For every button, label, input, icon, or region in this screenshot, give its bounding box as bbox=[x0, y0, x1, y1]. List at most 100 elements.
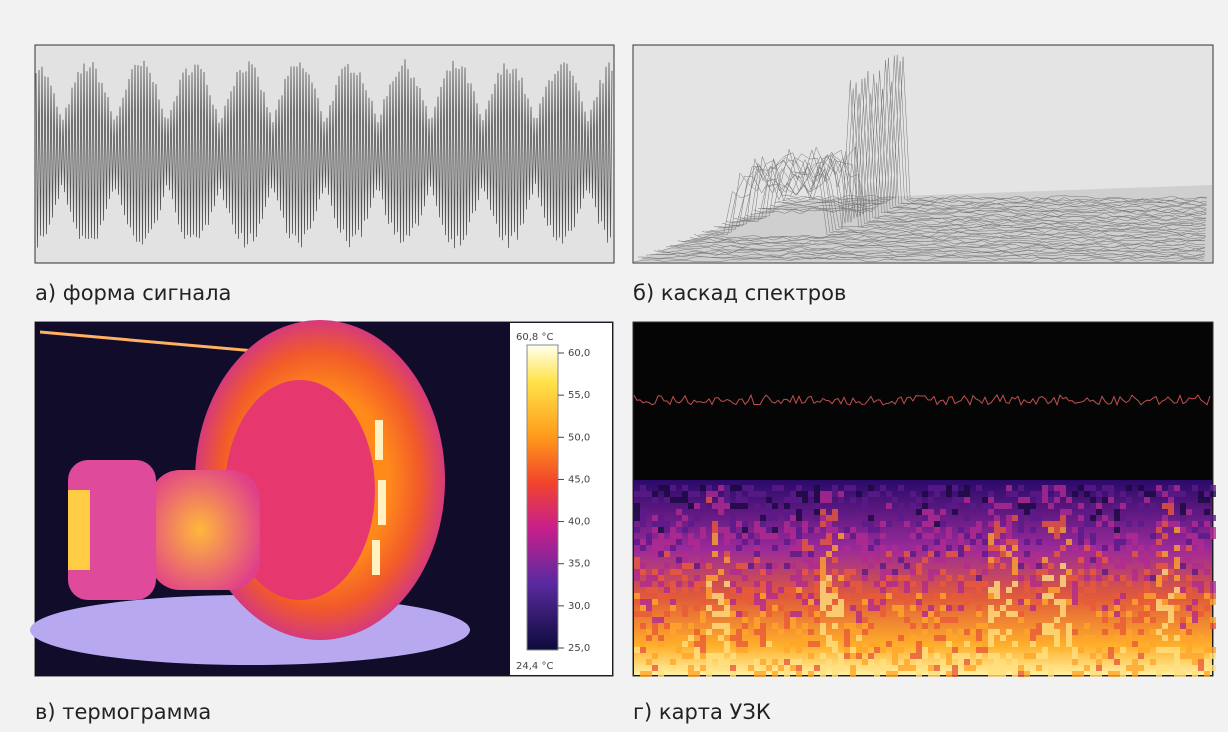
spectrogram-cell bbox=[796, 545, 802, 551]
spectrogram-cell bbox=[1030, 563, 1036, 569]
spectrogram-cell bbox=[634, 503, 640, 509]
spectrogram-cell bbox=[736, 545, 742, 551]
spectrogram-cell bbox=[718, 485, 724, 491]
spectrogram-cell bbox=[1090, 497, 1096, 503]
spectrogram-cell bbox=[784, 503, 790, 509]
spectrogram-cell bbox=[916, 659, 922, 665]
spectrogram-cell bbox=[844, 629, 850, 635]
spectrogram-cell bbox=[1054, 587, 1060, 593]
spectrogram-cell bbox=[1102, 521, 1108, 527]
spectrogram-cell bbox=[1114, 611, 1120, 617]
spectrogram-cell bbox=[634, 557, 640, 563]
spectrogram-cell bbox=[922, 665, 928, 671]
spectrogram-cell bbox=[748, 485, 754, 491]
spectrogram-cell bbox=[880, 659, 886, 665]
spectrogram-cell bbox=[790, 527, 796, 533]
spectrogram-cell bbox=[994, 587, 1000, 593]
spectrogram-cell bbox=[850, 623, 856, 629]
spectrogram-cell bbox=[898, 509, 904, 515]
spectrogram-cell bbox=[826, 551, 832, 557]
spectrogram-cell bbox=[1048, 593, 1054, 599]
spectrogram-cell bbox=[832, 509, 838, 515]
spectrogram-cell bbox=[754, 557, 760, 563]
spectrogram-cell bbox=[880, 545, 886, 551]
spectrogram-cell bbox=[964, 533, 970, 539]
spectrogram-cell bbox=[1150, 641, 1156, 647]
spectrogram-cell bbox=[982, 635, 988, 641]
spectrogram-cell bbox=[1210, 515, 1216, 521]
spectrogram-cell bbox=[1006, 503, 1012, 509]
spectrogram-cell bbox=[1120, 563, 1126, 569]
spectrogram-cell bbox=[856, 629, 862, 635]
spectrogram-cell bbox=[796, 491, 802, 497]
spectrogram-cell bbox=[910, 635, 916, 641]
spectrogram-cell bbox=[1174, 665, 1180, 671]
spectrogram-cell bbox=[832, 641, 838, 647]
spectrogram-cell bbox=[916, 569, 922, 575]
spectrogram-cell bbox=[1072, 587, 1078, 593]
spectrogram-cell bbox=[820, 515, 826, 521]
spectrogram-cell bbox=[682, 575, 688, 581]
spectrogram-cell bbox=[1078, 515, 1084, 521]
spectrogram-cell bbox=[940, 521, 946, 527]
spectrogram-cell bbox=[988, 593, 994, 599]
spectrogram-cell bbox=[982, 503, 988, 509]
spectrogram-cell bbox=[1000, 545, 1006, 551]
spectrogram-cell bbox=[970, 581, 976, 587]
spectrogram-cell bbox=[664, 593, 670, 599]
spectrogram-cell bbox=[1114, 593, 1120, 599]
spectrogram-cell bbox=[952, 647, 958, 653]
spectrogram-cell bbox=[1132, 539, 1138, 545]
spectrogram-cell bbox=[646, 575, 652, 581]
spectrogram-cell bbox=[730, 599, 736, 605]
spectrogram-cell bbox=[826, 527, 832, 533]
spectrogram-cell bbox=[676, 539, 682, 545]
spectrogram-cell bbox=[766, 533, 772, 539]
spectrogram-cell bbox=[928, 665, 934, 671]
spectrogram-cell bbox=[1090, 539, 1096, 545]
spectrogram-cell bbox=[904, 593, 910, 599]
spectrogram-cell bbox=[712, 575, 718, 581]
spectrogram-cell bbox=[712, 551, 718, 557]
spectrogram-cell bbox=[1132, 659, 1138, 665]
spectrogram-cell bbox=[862, 623, 868, 629]
figure: 60,8 °C 24,4 °C 60,055,050,045,040,035,0… bbox=[0, 0, 1228, 732]
spectrogram-cell bbox=[730, 635, 736, 641]
spectrogram-cell bbox=[652, 629, 658, 635]
spectrogram-cell bbox=[784, 515, 790, 521]
spectrogram-cell bbox=[922, 557, 928, 563]
spectrogram-cell bbox=[1024, 539, 1030, 545]
spectrogram-cell bbox=[1060, 527, 1066, 533]
spectrogram-cell bbox=[778, 605, 784, 611]
spectrogram-cell bbox=[730, 629, 736, 635]
spectrogram-cell bbox=[940, 605, 946, 611]
spectrogram-cell bbox=[952, 635, 958, 641]
spectrogram-cell bbox=[1096, 575, 1102, 581]
spectrogram-cell bbox=[754, 671, 760, 677]
spectrogram-cell bbox=[754, 599, 760, 605]
spectrogram-cell bbox=[1168, 491, 1174, 497]
spectrogram-cell bbox=[1030, 491, 1036, 497]
spectrogram-cell bbox=[1084, 521, 1090, 527]
spectrogram-cell bbox=[1198, 611, 1204, 617]
spectrogram-cell bbox=[1186, 539, 1192, 545]
spectrogram-cell bbox=[1060, 485, 1066, 491]
spectrogram-cell bbox=[1192, 653, 1198, 659]
spectrogram-cell bbox=[844, 509, 850, 515]
spectrogram-cell bbox=[646, 671, 652, 677]
spectrogram-cell bbox=[880, 611, 886, 617]
spectrogram-cell bbox=[1162, 647, 1168, 653]
spectrogram-cell bbox=[982, 569, 988, 575]
spectrogram-cell bbox=[1084, 557, 1090, 563]
spectrogram-cell bbox=[952, 653, 958, 659]
spectrogram-cell bbox=[952, 551, 958, 557]
spectrogram-cell bbox=[676, 497, 682, 503]
spectrogram-cell bbox=[1036, 665, 1042, 671]
spectrogram-cell bbox=[796, 611, 802, 617]
spectrogram-cell bbox=[1012, 665, 1018, 671]
spectrogram-cell bbox=[928, 521, 934, 527]
spectrogram-cell bbox=[820, 623, 826, 629]
spectrogram-cell bbox=[964, 659, 970, 665]
spectrogram-cell bbox=[856, 635, 862, 641]
spectrogram-cell bbox=[802, 581, 808, 587]
